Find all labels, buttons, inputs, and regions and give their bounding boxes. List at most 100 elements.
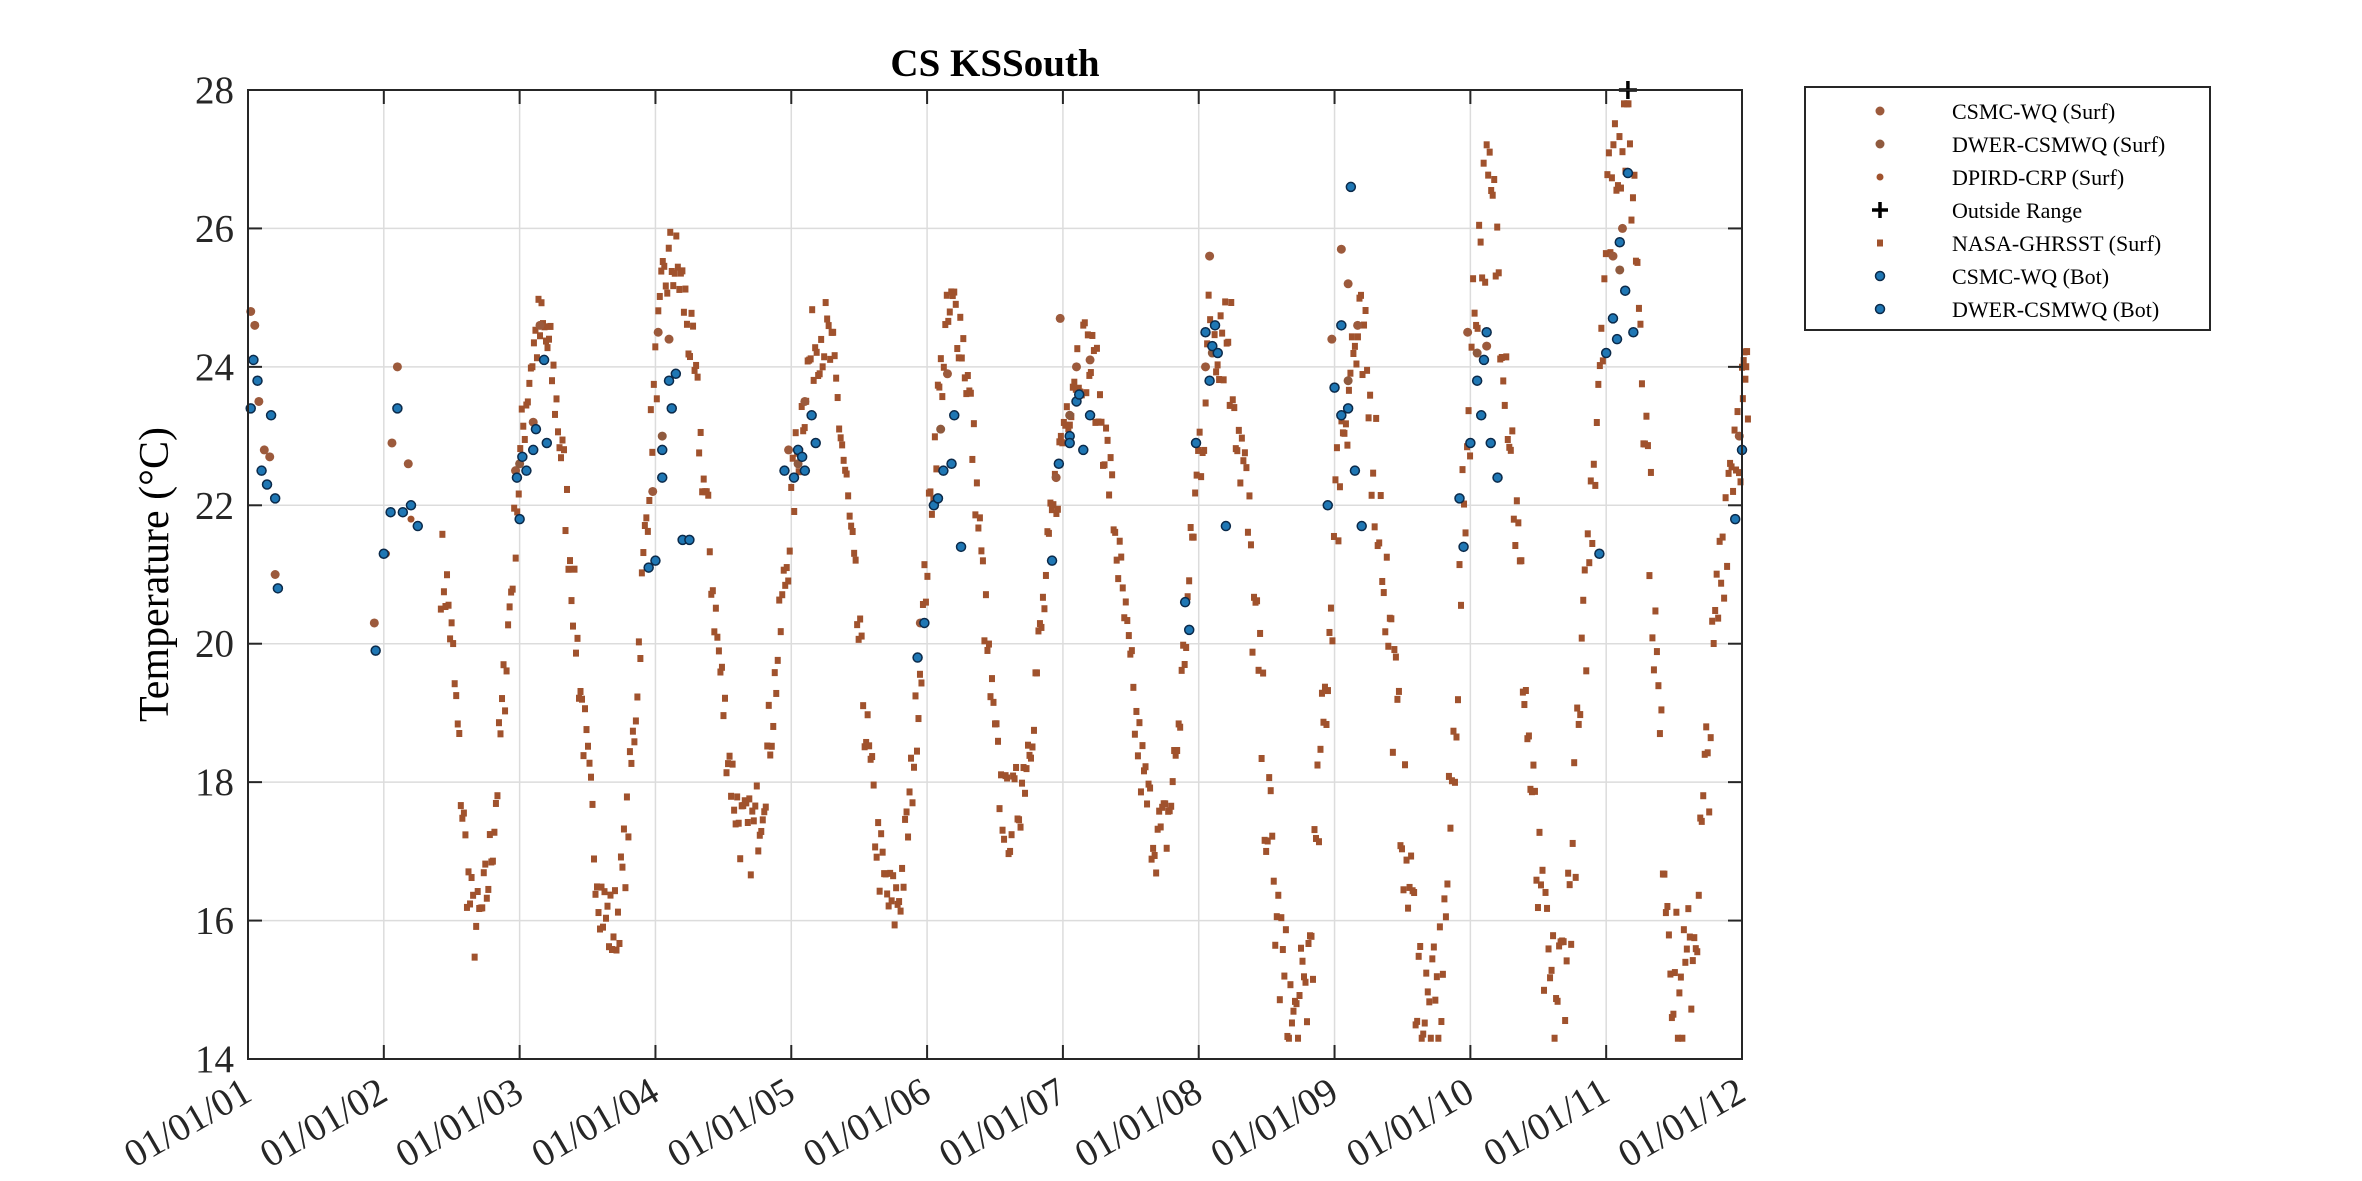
ghrsst-point (437, 605, 444, 613)
ghrsst-point (1238, 434, 1245, 442)
ghrsst-point (549, 377, 556, 385)
ghrsst-point (937, 355, 944, 363)
ghrsst-point (1504, 436, 1511, 444)
csmc-wq-bot-point (1084, 410, 1096, 421)
csmc-wq-bot-point (1220, 520, 1232, 532)
y-tick-label: 14 (195, 1038, 234, 1081)
ghrsst-point (1438, 1018, 1445, 1026)
legend-marker-dot (1874, 270, 1886, 282)
ghrsst-point (1525, 732, 1532, 740)
ghrsst-point (619, 863, 626, 871)
ghrsst-point (1299, 957, 1306, 965)
ghrsst-point (1695, 891, 1702, 899)
ghrsst-point (547, 322, 554, 330)
csmc-wq-bot-point (1485, 437, 1496, 449)
ghrsst-point (1519, 688, 1526, 696)
ghrsst-point (1665, 931, 1672, 939)
ghrsst-point (749, 807, 756, 815)
ghrsst-point (546, 335, 553, 343)
ghrsst-point (463, 903, 470, 911)
ghrsst-point (1427, 1034, 1434, 1042)
ghrsst-point (1667, 970, 1674, 978)
ghrsst-point (1226, 401, 1233, 409)
ghrsst-point (1150, 844, 1157, 852)
ghrsst-point (1703, 723, 1710, 731)
ghrsst-point (1474, 324, 1481, 332)
ghrsst-point (573, 649, 580, 657)
csmc-wq-surf-point (1482, 341, 1492, 351)
ghrsst-point (1685, 905, 1692, 913)
csmc-wq-surf-point (535, 320, 545, 330)
ghrsst-point (1042, 571, 1049, 579)
ghrsst-point (1147, 784, 1154, 792)
ghrsst-point (1470, 275, 1477, 283)
ghrsst-point (1677, 973, 1684, 981)
x-tick-label: 01/01/01 (117, 1070, 259, 1177)
ghrsst-point (1515, 519, 1522, 527)
ghrsst-point (1241, 449, 1248, 457)
ghrsst-point (1406, 883, 1413, 891)
ghrsst-point (625, 833, 632, 841)
ghrsst-point (1084, 331, 1091, 339)
ghrsst-point (1090, 347, 1097, 355)
ghrsst-point (1728, 463, 1735, 471)
ghrsst-point (1104, 436, 1111, 444)
ghrsst-point (776, 596, 783, 604)
ghrsst-point (462, 831, 469, 839)
ghrsst-point (1315, 838, 1322, 846)
ghrsst-point (839, 441, 846, 449)
ghrsst-point (544, 344, 551, 352)
ghrsst-point (1029, 743, 1036, 751)
ghrsst-point (598, 883, 605, 891)
ghrsst-point (1133, 707, 1140, 715)
ghrsst-point (1174, 746, 1181, 754)
csmc-wq-surf-point (392, 362, 402, 372)
ghrsst-point (634, 693, 641, 701)
ghrsst-point (1364, 366, 1371, 374)
ghrsst-point (1004, 774, 1011, 782)
ghrsst-point (1415, 952, 1422, 960)
ghrsst-point (842, 466, 849, 474)
ghrsst-point (1635, 304, 1642, 312)
ghrsst-point (595, 909, 602, 917)
csmc-wq-bot-point (1492, 472, 1503, 483)
ghrsst-point (1318, 689, 1325, 697)
ghrsst-point (586, 759, 593, 767)
ghrsst-point (731, 806, 738, 814)
ghrsst-point (958, 354, 965, 362)
ghrsst-point (680, 308, 687, 316)
ghrsst-point (1742, 375, 1749, 383)
ghrsst-point (1518, 557, 1525, 565)
ghrsst-point (580, 752, 587, 760)
ghrsst-point (614, 908, 621, 916)
ghrsst-point (1560, 938, 1567, 946)
ghrsst-point (1421, 1019, 1428, 1027)
ghrsst-point (1530, 761, 1537, 769)
ghrsst-point (1450, 727, 1457, 735)
ghrsst-point (494, 792, 501, 800)
ghrsst-point (480, 869, 487, 877)
ghrsst-point (1153, 869, 1160, 877)
ghrsst-point (1071, 378, 1078, 386)
ghrsst-point (1712, 606, 1719, 614)
csmc-wq-bot-point (1600, 347, 1612, 359)
ghrsst-point (1562, 1017, 1569, 1025)
ghrsst-point (454, 720, 461, 728)
ghrsst-point (699, 488, 706, 496)
legend-label: CSMC-WQ (Bot) (1952, 264, 2109, 289)
dwer-csmwq-surf-point (936, 424, 946, 434)
csmc-wq-surf-point (1051, 473, 1061, 483)
ghrsst-point (1432, 996, 1439, 1004)
ghrsst-point (864, 711, 871, 719)
ghrsst-point (1533, 876, 1540, 884)
ghrsst-point (1604, 171, 1611, 179)
csmc-wq-bot-point (261, 479, 273, 490)
ghrsst-point (846, 512, 853, 520)
ghrsst-point (943, 291, 950, 299)
ghrsst-point (1196, 428, 1203, 436)
ghrsst-point (1614, 182, 1621, 190)
ghrsst-point (1178, 666, 1185, 674)
ghrsst-point (1736, 469, 1743, 477)
ghrsst-point (801, 424, 808, 432)
dwer-csmwq-bot-point (1073, 389, 1085, 400)
